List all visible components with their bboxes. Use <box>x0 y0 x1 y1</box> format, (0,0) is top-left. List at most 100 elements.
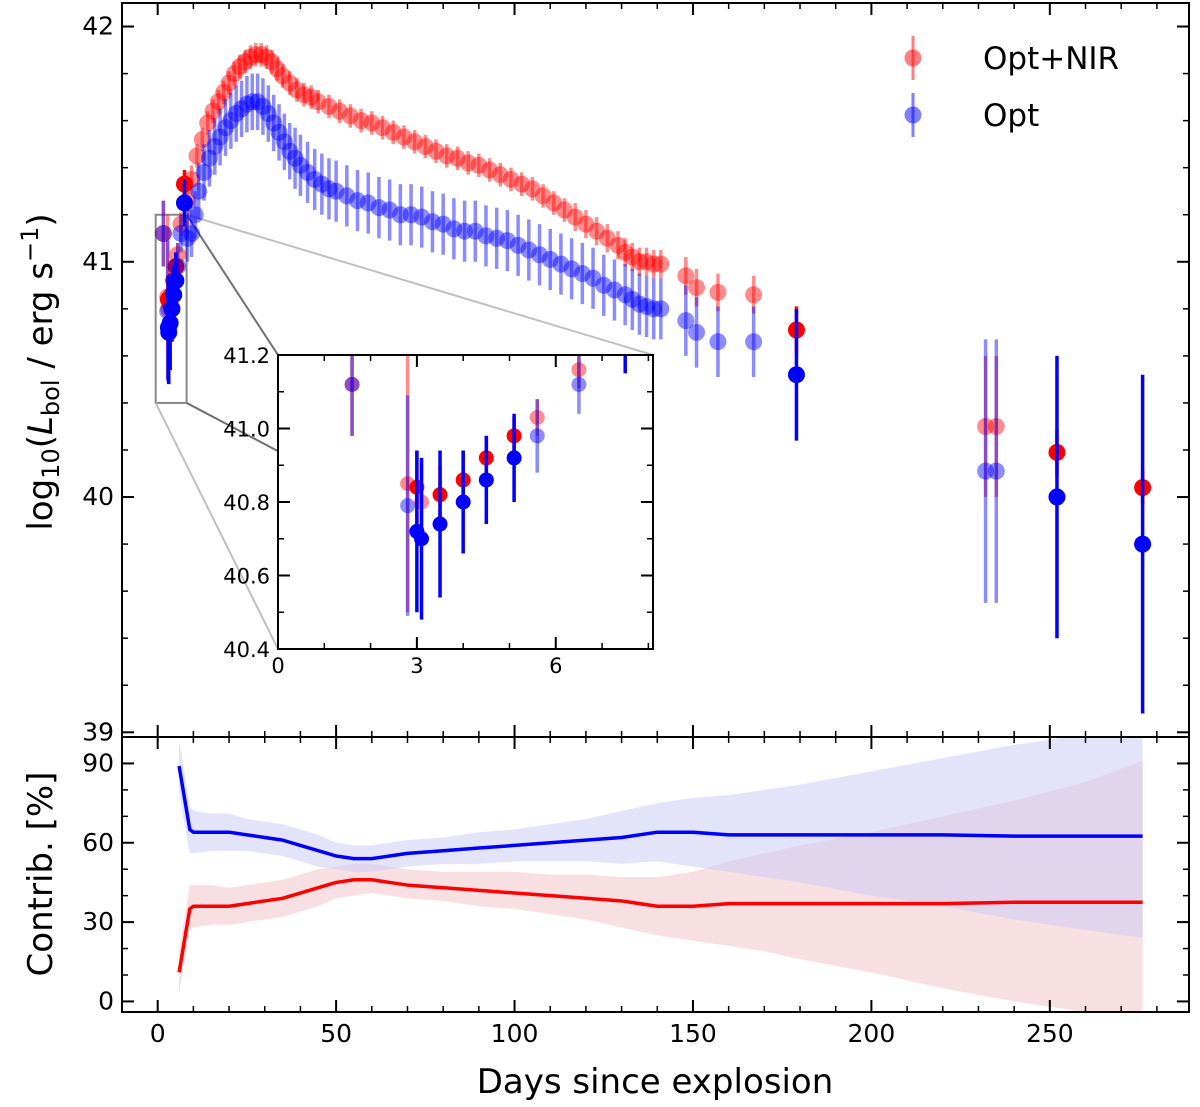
main-opt-point-54 <box>498 232 516 250</box>
main-opt-nir-point-16 <box>204 102 222 120</box>
main-opt-nir-point-65 <box>630 253 648 271</box>
main-opt-nir-point-27 <box>263 53 281 71</box>
main-opt-point-12 <box>183 225 201 243</box>
main-opt-nir-point-61 <box>598 229 616 247</box>
main-opt-point-42 <box>370 199 388 217</box>
inset-x-tick-label-2: 6 <box>549 654 562 678</box>
main-opt-nir-point-75 <box>987 417 1005 435</box>
main-opt-nir-point-49 <box>470 156 488 174</box>
contrib-x-tick-label-2: 100 <box>491 1019 539 1048</box>
main-opt-point-68 <box>638 297 656 315</box>
main-opt-nir-point-23 <box>241 48 259 66</box>
legend: Opt+NIR Opt <box>904 36 1119 137</box>
main-opt-point-50 <box>456 222 474 240</box>
main-opt-nir-point-29 <box>274 67 292 85</box>
main-opt-nir-point-47 <box>448 149 466 167</box>
inset-opt-point-3 <box>414 531 430 547</box>
main-opt-nir-point-28 <box>268 60 286 78</box>
main-opt-point-45 <box>402 206 420 224</box>
inset-opt-point-8 <box>529 428 545 444</box>
contrib-y-tick-label-2: 60 <box>82 828 114 857</box>
main-opt-nir-point-43 <box>406 133 424 151</box>
inset-opt-point-6 <box>478 472 494 488</box>
main-opt-point-40 <box>349 192 367 210</box>
main-opt-point-69 <box>645 300 663 318</box>
contrib-opt-line <box>177 765 1143 861</box>
main-opt-nir-point-72 <box>745 286 763 304</box>
main-opt-nir-point-18 <box>215 83 233 101</box>
contrib-y-tick-label-3: 90 <box>82 748 114 777</box>
main-y-tick-label-1: 40 <box>82 482 114 511</box>
main-opt-point-60 <box>563 260 581 278</box>
main-opt-point-43 <box>381 201 399 219</box>
main-opt-point-75 <box>787 366 805 384</box>
main-opt-point-31 <box>281 142 299 160</box>
main-opt-point-36 <box>313 175 331 193</box>
main-opt-nir-point-31 <box>288 81 306 99</box>
x-axis-label: Days since explosion <box>477 1062 834 1102</box>
contrib-y-tick-label-1: 30 <box>82 907 114 936</box>
main-opt-point-9 <box>172 225 190 243</box>
main-opt-nir-point-8 <box>169 246 187 264</box>
inset-opt-point-7 <box>506 450 522 466</box>
top-panel-data <box>154 42 1152 714</box>
zoom-connector-top-right <box>186 213 654 356</box>
main-opt-point-44 <box>391 206 409 224</box>
main-opt-point-63 <box>595 276 613 294</box>
contrib-x-tick-label-3: 150 <box>669 1019 717 1048</box>
zoom-connector-top-left <box>185 214 279 356</box>
main-opt-nir-point-41 <box>384 123 402 141</box>
inset-y-tick-label-3: 41.0 <box>223 418 270 442</box>
contrib-opt-band <box>179 737 1143 938</box>
inset-x-tick-label-1: 3 <box>410 654 423 678</box>
main-opt-point-17 <box>206 138 224 156</box>
main-opt-point-56 <box>520 241 538 259</box>
main-opt-point-48 <box>434 215 452 233</box>
main-opt-nir-point-69 <box>677 267 695 285</box>
contrib-opt-nir-band <box>179 760 1143 1012</box>
bottom-panel-axes: 0 50 100 150 200 250 0 30 60 90 <box>82 736 1190 1048</box>
inset-opt-point-1 <box>400 498 416 514</box>
main-opt-point-15 <box>195 163 213 181</box>
inset-y-tick-label-4: 41.2 <box>223 344 270 368</box>
main-opt-nir-point-32 <box>295 86 313 104</box>
zoom-box <box>154 213 188 404</box>
main-opt-nir-point-71 <box>709 283 727 301</box>
main-opt-point-19 <box>216 119 234 137</box>
main-opt-nir-point-58 <box>566 208 584 226</box>
main-opt-nir-point-37 <box>341 107 359 125</box>
main-opt-point-73 <box>709 333 727 351</box>
main-opt-point-33 <box>291 156 309 174</box>
main-opt-point-49 <box>445 220 463 238</box>
main-opt-point-26 <box>254 98 272 116</box>
main-opt-nir-point-51 <box>491 166 509 184</box>
main-opt-point-27 <box>259 105 277 123</box>
main-opt-point-62 <box>584 269 602 287</box>
main-opt-point-11 <box>178 229 196 247</box>
main-opt-point-76 <box>977 462 995 480</box>
main-opt-point-14 <box>190 182 208 200</box>
main-opt-nir-point-64 <box>623 248 641 266</box>
main-opt-point-8 <box>169 257 187 275</box>
main-opt-nir-point-36 <box>331 102 349 120</box>
main-opt-nir-point-44 <box>416 138 434 156</box>
main-opt-nir-point-62 <box>609 236 627 254</box>
main-opt-nir-point-20 <box>225 65 243 83</box>
main-opt-point-77 <box>987 462 1005 480</box>
main-opt-point-55 <box>509 236 527 254</box>
main-opt-point-13 <box>186 206 204 224</box>
inset-x-tick-label-0: 0 <box>271 654 284 678</box>
contrib-x-tick-label-1: 50 <box>320 1019 352 1048</box>
zoom-connector-bottom-left <box>154 402 279 650</box>
main-opt-point-41 <box>359 194 377 212</box>
main-opt-nir-point-22 <box>236 53 254 71</box>
main-opt-point-16 <box>200 149 218 167</box>
legend-opt-marker <box>904 106 922 124</box>
inset-opt-point-5 <box>455 494 471 510</box>
main-opt-nir-point-40 <box>374 119 392 137</box>
main-opt-nir-point-42 <box>395 128 413 146</box>
main-opt-point-0 <box>154 225 172 243</box>
main-opt-point-53 <box>488 229 506 247</box>
legend-opt-nir-label: Opt+NIR <box>983 41 1119 77</box>
main-opt-point-37 <box>320 180 338 198</box>
